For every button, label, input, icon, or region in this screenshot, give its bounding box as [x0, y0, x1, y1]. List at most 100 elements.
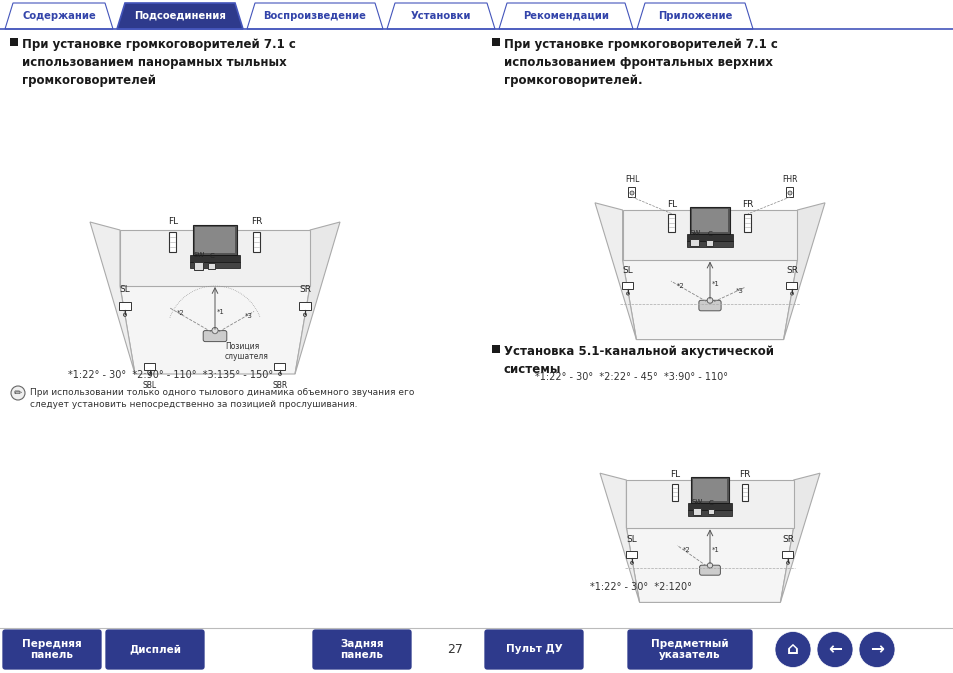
Circle shape: [123, 313, 127, 316]
Bar: [785, 282, 797, 289]
Text: →: →: [869, 641, 883, 658]
Circle shape: [816, 631, 852, 668]
Bar: [628, 187, 635, 197]
Text: C: C: [707, 231, 712, 237]
Circle shape: [787, 191, 791, 195]
Bar: [298, 302, 311, 310]
Polygon shape: [120, 286, 310, 374]
Text: Позиция
слушателя: Позиция слушателя: [225, 342, 269, 361]
Polygon shape: [782, 203, 824, 340]
Text: C: C: [210, 253, 214, 259]
Bar: [194, 262, 203, 270]
Bar: [10, 38, 18, 46]
Bar: [190, 262, 240, 268]
Polygon shape: [626, 528, 793, 602]
Bar: [692, 479, 726, 501]
Text: SBL: SBL: [143, 381, 157, 390]
Circle shape: [11, 386, 25, 400]
Polygon shape: [599, 473, 639, 602]
Bar: [622, 282, 633, 289]
Text: ←: ←: [827, 641, 841, 658]
Bar: [671, 484, 678, 501]
Circle shape: [774, 631, 810, 668]
FancyBboxPatch shape: [2, 629, 102, 670]
Text: *3: *3: [735, 287, 742, 293]
Bar: [691, 209, 727, 232]
Bar: [781, 551, 793, 559]
Text: Дисплей: Дисплей: [129, 645, 181, 655]
Bar: [692, 507, 700, 515]
Circle shape: [785, 561, 789, 564]
Circle shape: [626, 292, 629, 295]
Text: Приложение: Приложение: [658, 11, 731, 21]
Circle shape: [212, 328, 218, 334]
Bar: [209, 263, 215, 269]
Bar: [274, 363, 285, 369]
Text: SL: SL: [622, 266, 633, 275]
Text: SW: SW: [193, 252, 204, 258]
FancyBboxPatch shape: [203, 330, 227, 342]
Text: Предметный
указатель: Предметный указатель: [651, 639, 728, 660]
Circle shape: [790, 292, 793, 295]
FancyBboxPatch shape: [699, 565, 720, 575]
Text: SBR: SBR: [273, 381, 287, 390]
Text: *2: *2: [677, 283, 684, 289]
Text: Содержание: Содержание: [22, 11, 95, 21]
Bar: [626, 551, 637, 559]
Text: SR: SR: [785, 266, 797, 275]
Text: SL: SL: [119, 285, 131, 294]
Text: FL: FL: [669, 470, 679, 479]
Bar: [743, 214, 751, 232]
Text: Передняя
панель: Передняя панель: [22, 639, 82, 660]
Polygon shape: [247, 3, 382, 29]
Polygon shape: [622, 210, 797, 260]
Text: FHL: FHL: [624, 175, 639, 184]
Polygon shape: [637, 3, 752, 29]
Text: Пульт ДУ: Пульт ДУ: [505, 645, 561, 655]
Text: Рекомендации: Рекомендации: [522, 11, 608, 21]
Text: C: C: [708, 500, 713, 506]
Polygon shape: [595, 203, 636, 340]
Bar: [194, 227, 234, 253]
Circle shape: [706, 297, 712, 304]
Text: Подсоединения: Подсоединения: [134, 11, 226, 21]
Text: При использовании только одного тылового динамика объемного звучания его
следует: При использовании только одного тылового…: [30, 388, 414, 409]
Bar: [170, 232, 176, 252]
Bar: [690, 240, 699, 246]
Polygon shape: [622, 260, 797, 340]
Text: *1:22° - 30°  *2:120°: *1:22° - 30° *2:120°: [589, 582, 691, 592]
Polygon shape: [294, 222, 339, 374]
Text: SR: SR: [781, 535, 793, 544]
Text: *1: *1: [711, 547, 720, 553]
Text: SR: SR: [298, 285, 311, 294]
Bar: [706, 240, 713, 246]
Text: При установке громкоговорителей 7.1 с
использованием фронтальных верхних
громког: При установке громкоговорителей 7.1 с ис…: [503, 38, 777, 87]
Text: SW: SW: [691, 499, 702, 505]
Polygon shape: [5, 3, 112, 29]
Polygon shape: [780, 473, 820, 602]
Circle shape: [858, 631, 894, 668]
FancyBboxPatch shape: [193, 225, 236, 255]
Circle shape: [630, 561, 633, 564]
FancyBboxPatch shape: [699, 300, 720, 311]
Text: ✏: ✏: [14, 388, 22, 398]
Circle shape: [149, 372, 152, 376]
Text: 27: 27: [447, 643, 462, 656]
Polygon shape: [117, 3, 243, 29]
Bar: [687, 503, 731, 510]
Polygon shape: [387, 3, 495, 29]
Text: Установки: Установки: [411, 11, 471, 21]
Bar: [144, 363, 155, 369]
Bar: [253, 232, 260, 252]
Text: *2: *2: [682, 547, 690, 553]
Circle shape: [303, 313, 306, 316]
Text: SW: SW: [689, 229, 700, 236]
Text: FHR: FHR: [781, 175, 797, 184]
Bar: [190, 255, 240, 262]
Bar: [686, 242, 732, 247]
FancyBboxPatch shape: [312, 629, 412, 670]
Text: *2: *2: [177, 310, 185, 316]
Text: *1:22° - 30°  *2:22° - 45°  *3:90° - 110°: *1:22° - 30° *2:22° - 45° *3:90° - 110°: [535, 372, 727, 382]
Text: При установке громкоговорителей 7.1 с
использованием панорамных тыльных
громкого: При установке громкоговорителей 7.1 с ис…: [22, 38, 295, 87]
Text: Воспроизведение: Воспроизведение: [263, 11, 366, 21]
